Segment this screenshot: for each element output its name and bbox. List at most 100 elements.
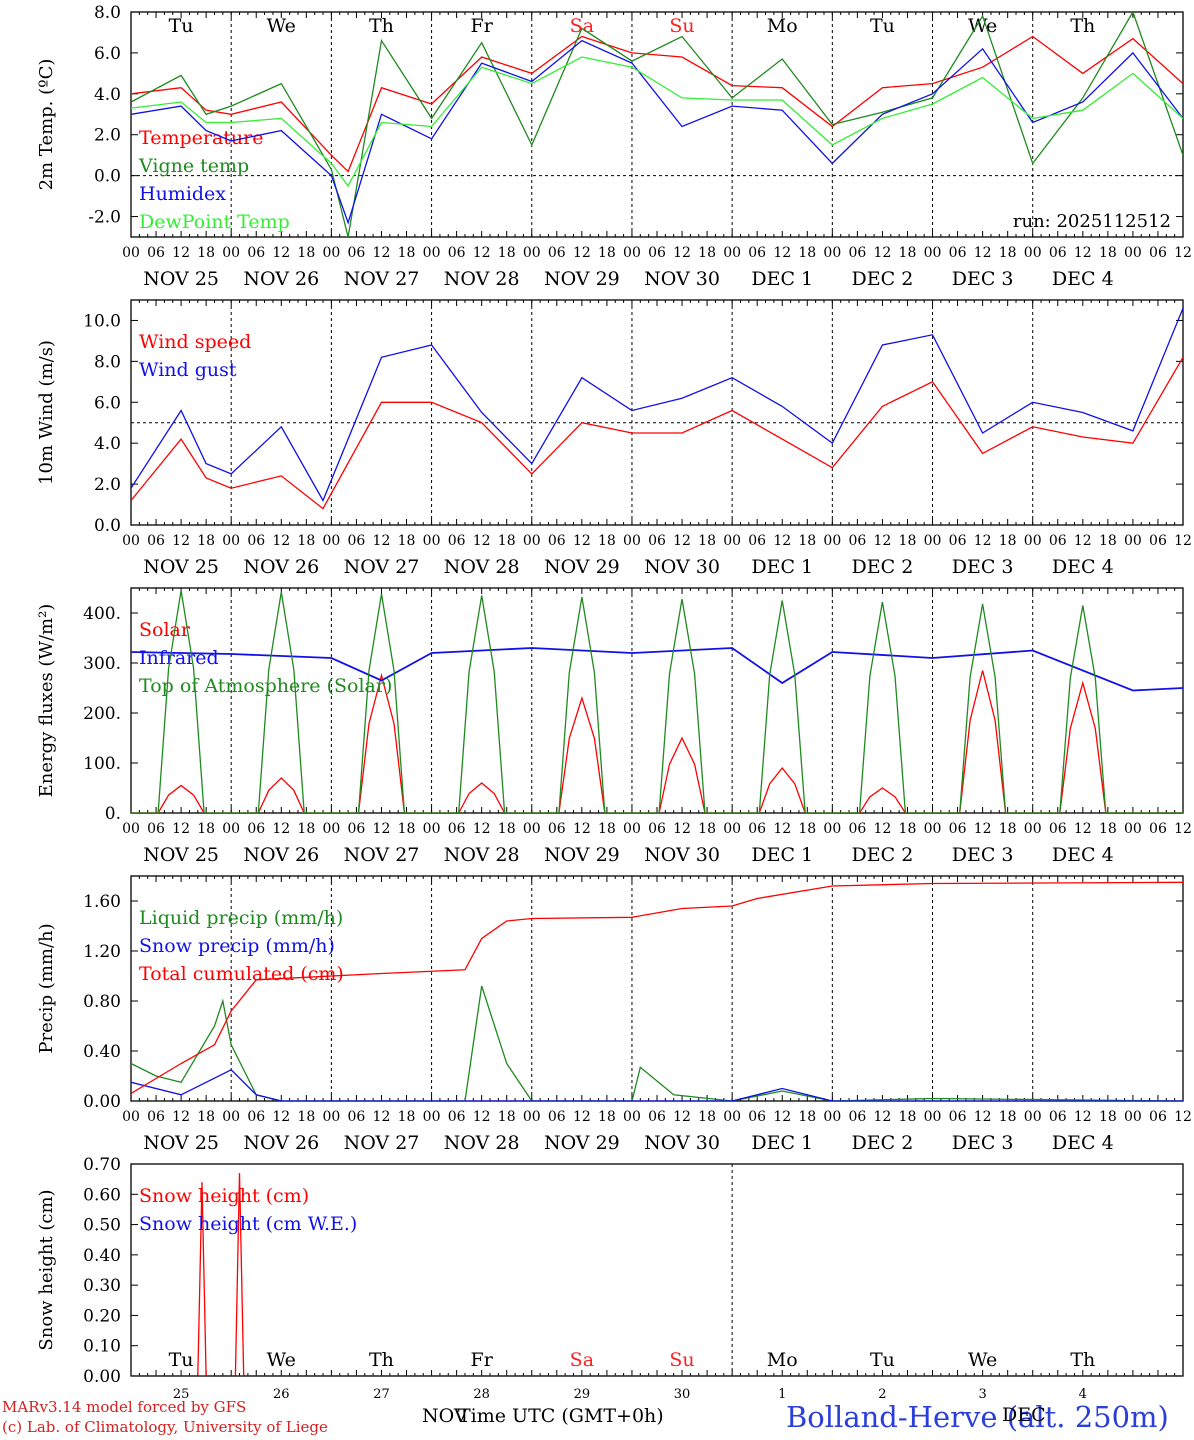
x-date-label: NOV 26 (243, 844, 319, 866)
x-hour-label: 06 (147, 245, 165, 261)
x-hour-label: 18 (1099, 821, 1117, 837)
weekday-label: Mo (767, 15, 798, 37)
x-hour-label: 00 (423, 821, 441, 837)
series-line-wind-gust (131, 307, 1183, 502)
x-hour-label: 00 (1024, 245, 1042, 261)
x-hour-label: 06 (1149, 1109, 1167, 1125)
x-hour-label: 18 (999, 533, 1017, 549)
y-tick-label: 100. (83, 754, 121, 774)
day-number-label: 2 (878, 1387, 886, 1402)
panel-4: 0.00 0.40 0.80 1.20 1.60 Precip (mm/h) 00 06 12 1… (36, 875, 1192, 1154)
x-hour-label: 06 (1149, 245, 1167, 261)
x-hour-label: 12 (473, 245, 491, 261)
series-line-dewpoint-temp (131, 56, 1183, 188)
x-hour-label: 18 (798, 821, 816, 837)
x-hour-label: 12 (773, 821, 791, 837)
x-hour-label: 18 (598, 821, 616, 837)
legend-liquid-precip-mm-h-: Liquid precip (mm/h) (139, 907, 343, 929)
x-hour-label: 18 (1099, 245, 1117, 261)
x-hour-label: 06 (848, 1109, 866, 1125)
x-hour-label: 00 (523, 821, 541, 837)
x-hour-label: 12 (974, 245, 992, 261)
x-date-label: NOV 29 (544, 844, 620, 866)
plot-frame (130, 587, 1184, 814)
x-date-label: DEC 3 (952, 1132, 1014, 1154)
x-hour-label: 12 (473, 533, 491, 549)
x-hour-label: 06 (348, 245, 366, 261)
x-hour-label: 00 (523, 533, 541, 549)
x-hour-label: 18 (1099, 1109, 1117, 1125)
x-hour-label: 06 (1049, 533, 1067, 549)
x-hour-label: 00 (1024, 821, 1042, 837)
weekday-label: Sa (570, 1349, 594, 1371)
x-hour-label: 06 (348, 1109, 366, 1125)
weekday-label: Sa (570, 15, 594, 37)
x-hour-label: 12 (172, 1109, 190, 1125)
x-hour-label: 12 (373, 533, 391, 549)
x-hour-label: 12 (1074, 1109, 1092, 1125)
y-axis-label: Precip (mm/h) (36, 923, 57, 1053)
x-date-label: NOV 27 (344, 268, 420, 290)
weekday-label: Su (669, 1349, 694, 1371)
weekday-label: Mo (767, 1349, 798, 1371)
x-hour-label: 12 (373, 1109, 391, 1125)
x-hour-label: 06 (648, 821, 666, 837)
x-date-label: NOV 26 (243, 1132, 319, 1154)
x-hour-label: 18 (899, 533, 917, 549)
x-hour-label: 18 (398, 245, 416, 261)
y-tick-label: 400. (83, 604, 121, 624)
x-hour-label: 06 (147, 821, 165, 837)
weekday-label: Tu (169, 15, 194, 37)
weekday-label: Su (669, 15, 694, 37)
x-hour-label: 00 (122, 245, 140, 261)
y-tick-label: 0.30 (83, 1276, 121, 1296)
legend-humidex: Humidex (139, 183, 226, 205)
x-date-label: NOV 30 (644, 268, 720, 290)
y-tick-label: 0.40 (83, 1246, 121, 1266)
y-tick-label: 200. (83, 704, 121, 724)
x-date-label: DEC 4 (1052, 556, 1114, 578)
x-hour-label: 06 (648, 245, 666, 261)
y-tick-label: 4.0 (94, 434, 121, 454)
x-date-label: NOV 28 (444, 268, 520, 290)
plot-frame (130, 299, 1184, 526)
x-hour-label: 06 (748, 245, 766, 261)
x-hour-label: 12 (1174, 1109, 1192, 1125)
day-number-label: 25 (173, 1387, 190, 1402)
y-axis-label: 10m Wind (m/s) (36, 340, 57, 485)
x-hour-label: 06 (949, 533, 967, 549)
x-hour-label: 12 (974, 533, 992, 549)
legend-solar: Solar (139, 619, 191, 641)
x-date-label: NOV 29 (544, 556, 620, 578)
x-hour-label: 12 (373, 821, 391, 837)
x-hour-label: 00 (222, 533, 240, 549)
x-hour-label: 06 (1049, 245, 1067, 261)
y-tick-label: 10.0 (83, 311, 121, 331)
day-number-label: 26 (273, 1387, 290, 1402)
y-tick-label: 0.80 (83, 992, 121, 1012)
x-date-label: DEC 3 (952, 556, 1014, 578)
run-label: run: 2025112512 (1013, 211, 1171, 232)
series-line-vigne-temp (131, 12, 1183, 237)
x-hour-label: 12 (673, 821, 691, 837)
x-date-label: NOV 30 (644, 844, 720, 866)
x-hour-label: 00 (322, 1109, 340, 1125)
x-date-label: DEC 4 (1052, 1132, 1114, 1154)
x-hour-label: 18 (498, 821, 516, 837)
x-hour-label: 06 (448, 1109, 466, 1125)
day-number-label: 30 (674, 1387, 691, 1402)
x-hour-label: 12 (573, 821, 591, 837)
series-line-solar (131, 670, 1183, 813)
x-hour-label: 06 (1049, 821, 1067, 837)
x-hour-label: 18 (398, 821, 416, 837)
legend-temperature: Temperature (139, 127, 263, 149)
x-hour-label: 18 (999, 245, 1017, 261)
x-hour-label: 00 (122, 821, 140, 837)
x-hour-label: 00 (823, 1109, 841, 1125)
weekday-label: Tu (169, 1349, 194, 1371)
x-hour-label: 00 (723, 821, 741, 837)
x-hour-label: 00 (1124, 1109, 1142, 1125)
legend-infrared: Infrared (139, 647, 219, 669)
x-hour-label: 06 (247, 245, 265, 261)
